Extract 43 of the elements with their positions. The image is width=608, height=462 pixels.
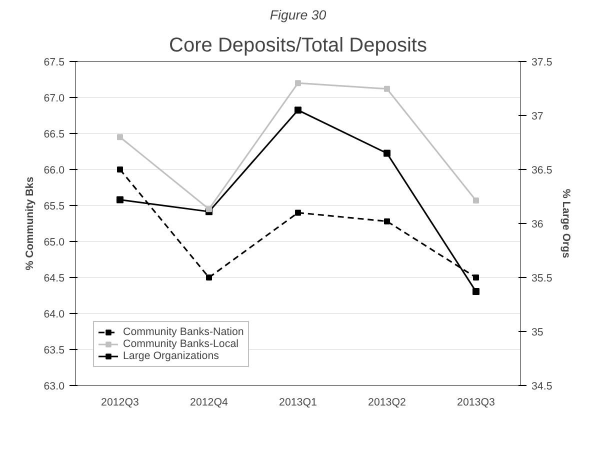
x-tick-label: 2012Q4 [190,396,228,408]
y-tick-label: 65.5 [44,200,65,212]
y2-tick-label: 36.5 [532,164,552,176]
point [295,80,301,86]
legend-label: Community Banks-Local [123,338,238,350]
y-tick-label: 67.5 [44,56,65,68]
y-tick-label: 63.0 [44,380,65,392]
point [294,106,302,114]
y2-tick-label: 36 [532,218,544,230]
x-tick-label: 2013Q3 [457,396,496,408]
legend-label: Large Organizations [123,350,219,362]
y-tick-label: 64.5 [44,272,65,284]
y-tick-label: 67.0 [44,92,65,104]
x-tick-label: 2012Q3 [101,396,140,408]
point [384,218,390,224]
point [473,197,479,204]
y2-tick-label: 37 [532,110,544,122]
y-axis-title: % Community Bks [24,176,36,270]
y2-tick-label: 34.5 [532,380,552,392]
point [206,206,212,212]
point [472,288,480,296]
chart-subtitle: Figure 30 [270,8,327,22]
point [384,150,390,157]
point [384,86,390,92]
y2-axis-title: % Large Orgs [560,188,572,258]
y-tick-label: 66.5 [44,128,65,140]
x-tick-label: 2013Q1 [279,396,318,408]
y2-tick-label: 35.5 [532,272,552,284]
y2-tick-label: 37.5 [532,56,552,68]
point [473,274,479,280]
y2-tick-label: 35 [532,326,544,338]
point [116,196,124,204]
x-tick-label: 2013Q2 [368,396,406,408]
y-tick-label: 64.0 [44,308,65,320]
chart-title: Core Deposits/Total Deposits [169,34,427,56]
y-tick-label: 63.5 [44,344,65,356]
point [206,274,212,280]
point [117,166,123,172]
legend-label: Community Banks-Nation [123,326,244,338]
y-tick-label: 66.0 [44,164,65,176]
point [295,210,301,216]
point [117,134,123,140]
y-tick-label: 65.0 [44,236,65,248]
